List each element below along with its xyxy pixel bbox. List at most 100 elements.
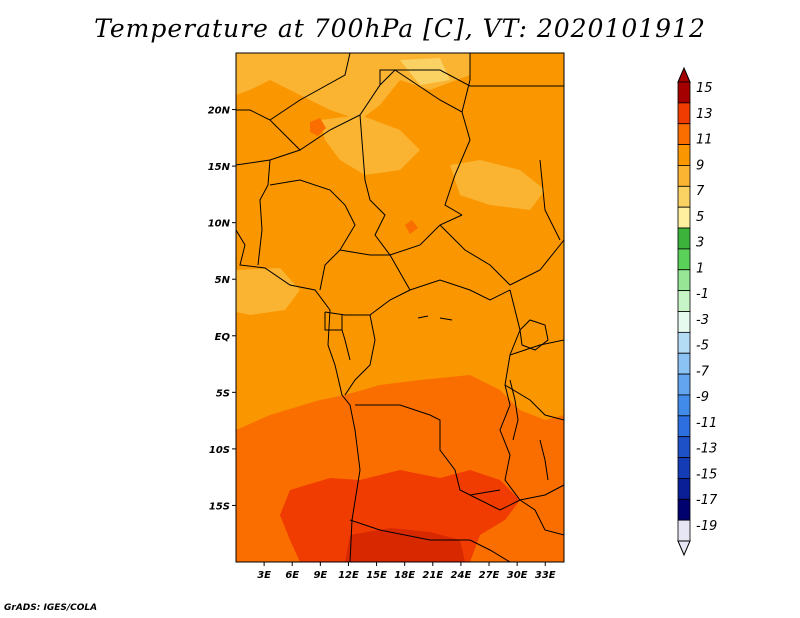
border-north-d [444,111,471,216]
lon-tick-label: 3E [257,570,271,581]
colorbar-label: -5 [696,339,709,354]
colorbar-swatch [677,144,691,166]
lat-tick-label: 10N [208,219,231,230]
colorbar-label: -19 [696,519,717,534]
colorbar-swatch [677,352,691,375]
border-north-b [269,53,351,121]
lon-tick-label: 12E [338,570,359,581]
border-north-c [379,69,564,87]
lat-tick-label: 15S [209,501,230,512]
lat-tick-label: 20N [208,106,231,117]
field-speckle-b [405,220,418,234]
lon-tick-label: 24E [451,570,472,581]
field-south-13-15 [280,470,520,562]
border-east-upper [539,159,561,241]
colorbar: 15 13 11 9 7 5 3 1 -1 -3 -5 -7 -9 -11 -13 -15 -17 -19 [677,66,718,557]
border-east [509,339,564,356]
lat-tick-label: 5N [215,275,231,286]
colorbar-label: 15 [696,81,713,96]
colorbar-label: -7 [696,364,710,379]
colorbar-label: -15 [696,467,717,482]
colorbar-label: 1 [696,261,704,276]
colorbar-swatch [677,519,691,542]
colorbar-label: -1 [696,287,709,302]
border-sudan [439,224,564,286]
colorbar-label: 9 [696,158,704,173]
colorbar-label: 3 [696,236,704,251]
border-tanzania [504,384,564,421]
colorbar-label: 13 [696,107,713,122]
colorbar-swatch [677,311,691,333]
colorbar-label: -17 [696,493,718,508]
colorbar-swatch [677,373,691,396]
border-west-coast [236,229,361,562]
lake-tanganyika [509,379,519,441]
colorbar-label: 5 [696,210,704,225]
field-patch-7-9-b [450,160,545,210]
lake-victoria [519,319,549,351]
border-north-a [236,109,301,151]
colorbar-label: -13 [696,442,717,457]
border-drc-east [499,289,521,501]
lon-tick-label: 30E [507,570,528,581]
temperature-field [236,53,564,562]
lon-tick-label: 9E [313,570,327,581]
border-nigeria [269,179,356,291]
lon-tick-label: 6E [285,570,299,581]
border-congo [324,311,376,396]
lat-tick-label: 10S [209,445,230,456]
colorbar-swatch [677,394,691,417]
field-patch-7-9-a [320,115,420,175]
lake-malawi [539,439,549,481]
border-chad [359,114,463,256]
border-eq-guinea [324,312,343,331]
border-gabon [341,329,351,361]
colorbar-swatch [677,206,691,229]
lake-kivu-shore [417,315,453,321]
colorbar-swatch [677,436,691,458]
grads-credit: GrADS: IGES/COLA [4,603,98,613]
colorbar-swatch [677,415,691,438]
colorbar-label: -11 [696,416,717,431]
field-core-15 [345,528,465,562]
border-angola-south [349,519,511,562]
country-borders [236,53,564,562]
map-axes: 3E 6E 9E 12E 15E 18E 21E 24E 27E 30E 33E 20N 15N 10N 5… [208,106,556,581]
colorbar-bottom-arrow [677,540,691,557]
field-speckle-a [310,118,326,136]
colorbar-swatch [677,290,691,312]
colorbar-top-arrow [677,66,691,83]
lon-tick-label: 15E [366,570,387,581]
colorbar-swatch [677,498,691,521]
border-west-inland [257,159,271,266]
lon-tick-label: 18E [394,570,415,581]
colorbar-swatch [677,457,691,479]
colorbar-swatch [677,478,691,500]
colorbar-label: -3 [696,313,709,328]
colorbar-swatch [677,102,691,125]
colorbar-label: 7 [696,184,705,199]
lon-tick-label: 27E [479,570,500,581]
lat-tick-label: EQ [215,332,231,343]
colorbar-label: 11 [696,133,713,148]
map-frame [235,52,565,563]
colorbar-swatch [677,269,691,292]
colorbar-label: -9 [696,390,709,405]
colorbar-swatch [677,165,691,187]
field-patch-5-7 [400,58,450,85]
lon-tick-label: 33E [535,570,556,581]
border-drc-north [369,289,411,316]
colorbar-swatch [677,81,691,104]
lat-tick-label: 15N [208,162,231,173]
colorbar-swatch [677,331,691,354]
lon-tick-label: 21E [422,570,443,581]
field-patch-7-9-c [236,268,300,315]
lat-tick-label: 5S [216,388,230,399]
border-angola [355,404,501,496]
colorbar-swatch [677,123,691,145]
border-mozambique [519,499,564,536]
colorbar-swatch [677,227,691,250]
colorbar-swatch [677,248,691,271]
border-car [339,249,511,301]
